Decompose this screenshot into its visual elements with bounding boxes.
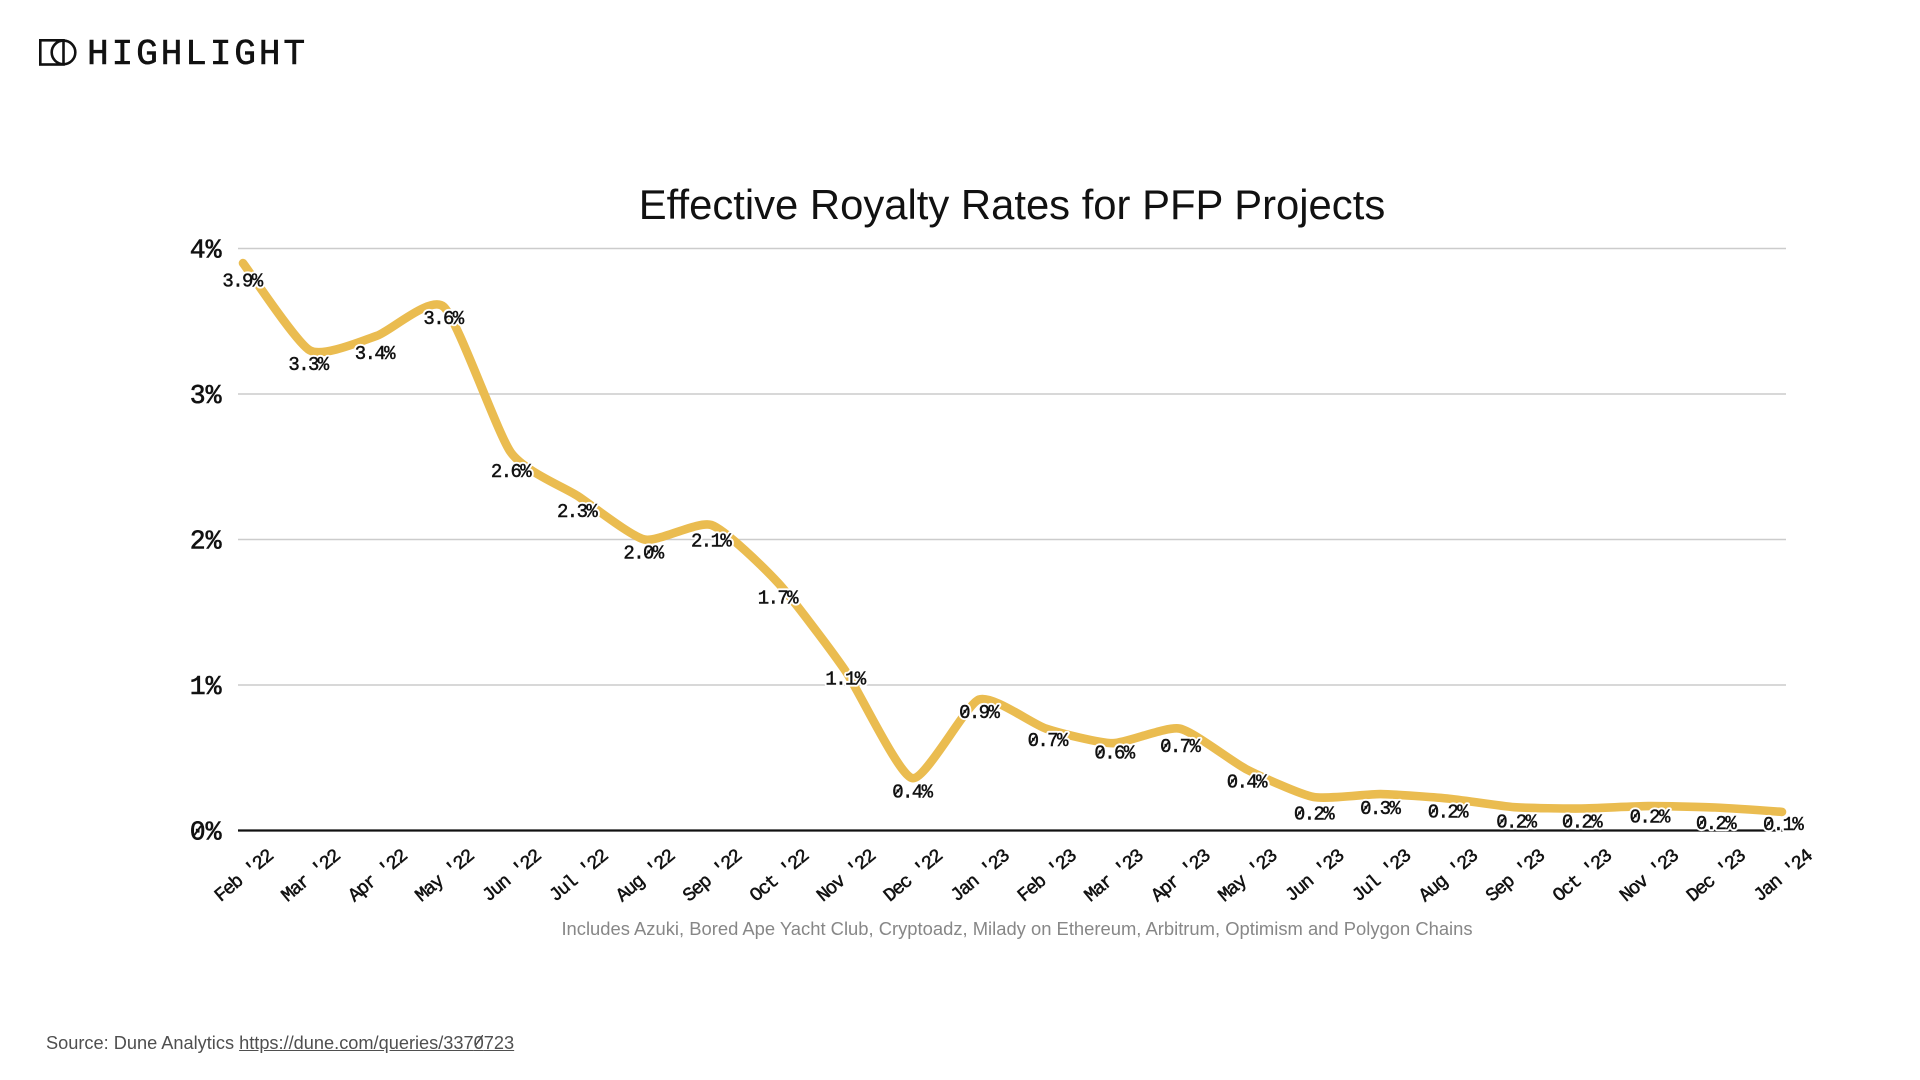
svg-text:May '22: May '22 xyxy=(411,845,479,907)
svg-text:0.2%: 0.2% xyxy=(1428,801,1469,823)
svg-text:3.6%: 3.6% xyxy=(423,308,464,330)
svg-text:Jan '23: Jan '23 xyxy=(946,845,1014,907)
svg-text:0.2%: 0.2% xyxy=(1562,812,1603,834)
svg-text:Oct '22: Oct '22 xyxy=(746,845,814,907)
svg-text:Mar '22: Mar '22 xyxy=(277,845,345,907)
svg-text:Dec '22: Dec '22 xyxy=(879,845,947,907)
svg-text:3.4%: 3.4% xyxy=(355,343,396,365)
svg-text:0.2%: 0.2% xyxy=(1496,812,1537,834)
svg-text:3.6%: 3.6% xyxy=(423,308,464,330)
svg-text:0.2%: 0.2% xyxy=(1294,803,1335,825)
svg-text:0.2%: 0.2% xyxy=(1428,801,1469,823)
svg-text:Apr '22: Apr '22 xyxy=(344,845,412,907)
svg-text:0.7%: 0.7% xyxy=(1160,736,1201,758)
svg-text:0.1%: 0.1% xyxy=(1763,814,1804,836)
svg-text:0.2%: 0.2% xyxy=(1562,812,1603,834)
svg-text:0.7%: 0.7% xyxy=(1160,736,1201,758)
svg-text:1.1%: 1.1% xyxy=(825,669,866,691)
svg-text:Oct '23: Oct '23 xyxy=(1549,845,1617,907)
svg-text:0.4%: 0.4% xyxy=(892,782,933,804)
svg-text:3%: 3% xyxy=(190,381,222,411)
svg-text:0.2%: 0.2% xyxy=(1294,803,1335,825)
svg-text:Jun '22: Jun '22 xyxy=(478,845,546,907)
svg-text:Jul '23: Jul '23 xyxy=(1348,845,1416,907)
svg-text:2.6%: 2.6% xyxy=(491,461,532,483)
svg-text:3.3%: 3.3% xyxy=(288,354,329,376)
svg-text:3.4%: 3.4% xyxy=(355,343,396,365)
svg-text:0.3%: 0.3% xyxy=(1360,798,1401,820)
svg-text:1%: 1% xyxy=(190,672,222,702)
svg-text:Apr '23: Apr '23 xyxy=(1147,845,1215,907)
svg-text:3.9%: 3.9% xyxy=(222,271,263,293)
svg-text:0.6%: 0.6% xyxy=(1094,743,1135,765)
svg-text:Feb '23: Feb '23 xyxy=(1013,845,1081,907)
svg-text:2.6%: 2.6% xyxy=(491,461,532,483)
svg-text:4%: 4% xyxy=(190,236,222,266)
svg-text:Aug '22: Aug '22 xyxy=(612,845,680,907)
svg-text:1.7%: 1.7% xyxy=(758,588,799,610)
svg-text:0.1%: 0.1% xyxy=(1763,814,1804,836)
svg-text:2.3%: 2.3% xyxy=(557,501,598,523)
svg-text:0.2%: 0.2% xyxy=(1696,813,1737,835)
svg-text:May '23: May '23 xyxy=(1214,845,1282,907)
svg-text:0.2%: 0.2% xyxy=(1696,813,1737,835)
svg-text:Mar '23: Mar '23 xyxy=(1080,845,1148,907)
svg-text:0.6%: 0.6% xyxy=(1094,743,1135,765)
svg-text:Jan '24: Jan '24 xyxy=(1749,845,1817,907)
svg-text:3.3%: 3.3% xyxy=(288,354,329,376)
svg-text:0.2%: 0.2% xyxy=(1630,806,1671,828)
svg-text:Jun '23: Jun '23 xyxy=(1281,845,1349,907)
svg-text:Jul '22: Jul '22 xyxy=(545,845,613,907)
svg-text:2.1%: 2.1% xyxy=(691,531,732,553)
svg-text:0.2%: 0.2% xyxy=(1630,806,1671,828)
svg-text:0.4%: 0.4% xyxy=(1227,772,1268,794)
svg-text:Sep '22: Sep '22 xyxy=(679,845,747,907)
svg-text:0.7%: 0.7% xyxy=(1028,730,1069,752)
svg-text:1.1%: 1.1% xyxy=(825,669,866,691)
svg-text:0%: 0% xyxy=(190,818,222,848)
svg-text:Dec '23: Dec '23 xyxy=(1682,845,1750,907)
svg-text:1.7%: 1.7% xyxy=(758,588,799,610)
svg-text:2.0%: 2.0% xyxy=(623,542,664,564)
svg-text:0.4%: 0.4% xyxy=(892,782,933,804)
svg-text:2.0%: 2.0% xyxy=(623,542,664,564)
svg-text:Aug '23: Aug '23 xyxy=(1415,845,1483,907)
svg-text:Nov '22: Nov '22 xyxy=(813,845,881,907)
svg-text:3.9%: 3.9% xyxy=(222,271,263,293)
svg-text:0.9%: 0.9% xyxy=(959,702,1000,724)
svg-text:2.1%: 2.1% xyxy=(691,531,732,553)
svg-text:0.2%: 0.2% xyxy=(1496,812,1537,834)
svg-text:2%: 2% xyxy=(190,527,222,557)
svg-text:0.9%: 0.9% xyxy=(959,702,1000,724)
svg-text:0.7%: 0.7% xyxy=(1028,730,1069,752)
svg-text:Sep '23: Sep '23 xyxy=(1482,845,1550,907)
svg-text:2.3%: 2.3% xyxy=(557,501,598,523)
svg-text:0.3%: 0.3% xyxy=(1360,798,1401,820)
svg-text:Feb '22: Feb '22 xyxy=(210,845,278,907)
svg-text:Nov '23: Nov '23 xyxy=(1616,845,1684,907)
svg-text:0.4%: 0.4% xyxy=(1227,772,1268,794)
